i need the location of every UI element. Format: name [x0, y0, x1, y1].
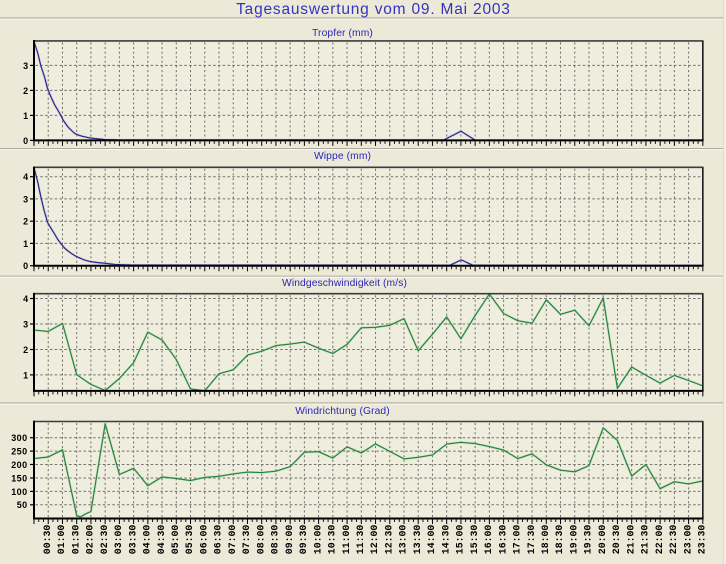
svg-text:16:30: 16:30 [497, 525, 508, 555]
svg-text:18:00: 18:00 [540, 525, 551, 555]
svg-text:06:30: 06:30 [213, 525, 224, 555]
svg-text:50: 50 [17, 500, 28, 510]
svg-text:08:30: 08:30 [270, 525, 281, 555]
svg-text:150: 150 [11, 473, 27, 483]
svg-text:3: 3 [23, 194, 28, 204]
svg-text:4: 4 [23, 172, 28, 182]
svg-text:10:30: 10:30 [327, 525, 338, 555]
svg-text:07:00: 07:00 [227, 525, 238, 555]
svg-text:1: 1 [23, 239, 28, 249]
svg-text:1: 1 [23, 111, 28, 121]
svg-text:19:00: 19:00 [568, 525, 579, 555]
svg-text:07:30: 07:30 [241, 525, 252, 555]
svg-text:04:00: 04:00 [142, 525, 153, 555]
svg-text:05:30: 05:30 [184, 525, 195, 555]
svg-text:12:30: 12:30 [383, 525, 394, 555]
svg-text:23:00: 23:00 [682, 525, 693, 555]
svg-text:05:00: 05:00 [170, 525, 181, 555]
svg-text:14:00: 14:00 [426, 525, 437, 555]
svg-text:04:30: 04:30 [156, 525, 167, 555]
svg-text:21:00: 21:00 [625, 525, 636, 555]
svg-text:1: 1 [23, 370, 28, 380]
svg-text:19:30: 19:30 [583, 525, 594, 555]
svg-text:23:30: 23:30 [697, 525, 708, 555]
svg-text:18:30: 18:30 [554, 525, 565, 555]
svg-text:11:00: 11:00 [341, 525, 352, 555]
svg-text:2: 2 [23, 345, 28, 355]
svg-text:06:00: 06:00 [198, 525, 209, 555]
svg-text:2: 2 [23, 86, 28, 96]
svg-text:08:00: 08:00 [255, 525, 266, 555]
svg-text:Tropfer (mm): Tropfer (mm) [312, 28, 373, 39]
svg-text:22:00: 22:00 [654, 525, 665, 555]
svg-text:01:30: 01:30 [70, 525, 81, 555]
svg-text:3: 3 [23, 61, 28, 71]
svg-text:13:30: 13:30 [412, 525, 423, 555]
svg-text:21:30: 21:30 [640, 525, 651, 555]
svg-text:Windrichtung (Grad): Windrichtung (Grad) [295, 406, 390, 417]
svg-text:15:00: 15:00 [455, 525, 466, 555]
svg-text:250: 250 [11, 447, 27, 457]
svg-text:11:30: 11:30 [355, 525, 366, 555]
svg-text:02:30: 02:30 [99, 525, 110, 555]
svg-text:12:00: 12:00 [369, 525, 380, 555]
svg-text:02:00: 02:00 [85, 525, 96, 555]
svg-text:09:00: 09:00 [284, 525, 295, 555]
svg-text:17:30: 17:30 [526, 525, 537, 555]
svg-text:16:00: 16:00 [483, 525, 494, 555]
svg-text:09:30: 09:30 [298, 525, 309, 555]
svg-text:10:00: 10:00 [312, 525, 323, 555]
svg-text:15:30: 15:30 [469, 525, 480, 555]
svg-text:00:30: 00:30 [42, 525, 53, 555]
svg-text:3: 3 [23, 319, 28, 329]
svg-text:03:30: 03:30 [127, 525, 138, 555]
svg-text:01:00: 01:00 [56, 525, 67, 555]
svg-text:2: 2 [23, 217, 28, 227]
svg-text:200: 200 [11, 460, 27, 470]
svg-text:4: 4 [23, 294, 28, 304]
svg-text:0: 0 [23, 261, 28, 271]
svg-text:20:30: 20:30 [611, 525, 622, 555]
svg-text:0: 0 [23, 136, 28, 146]
svg-text:03:00: 03:00 [113, 525, 124, 555]
svg-text:17:00: 17:00 [512, 525, 523, 555]
svg-text:300: 300 [11, 433, 27, 443]
svg-text:20:00: 20:00 [597, 525, 608, 555]
svg-text:14:30: 14:30 [440, 525, 451, 555]
svg-text:100: 100 [11, 487, 27, 497]
svg-text:Windgeschwindigkeit (m/s): Windgeschwindigkeit (m/s) [282, 278, 407, 289]
svg-text:Wippe (mm): Wippe (mm) [314, 151, 371, 162]
svg-text:Tagesauswertung vom 09. Mai 20: Tagesauswertung vom 09. Mai 2003 [236, 1, 511, 18]
svg-text:13:00: 13:00 [398, 525, 409, 555]
svg-text:22:30: 22:30 [668, 525, 679, 555]
